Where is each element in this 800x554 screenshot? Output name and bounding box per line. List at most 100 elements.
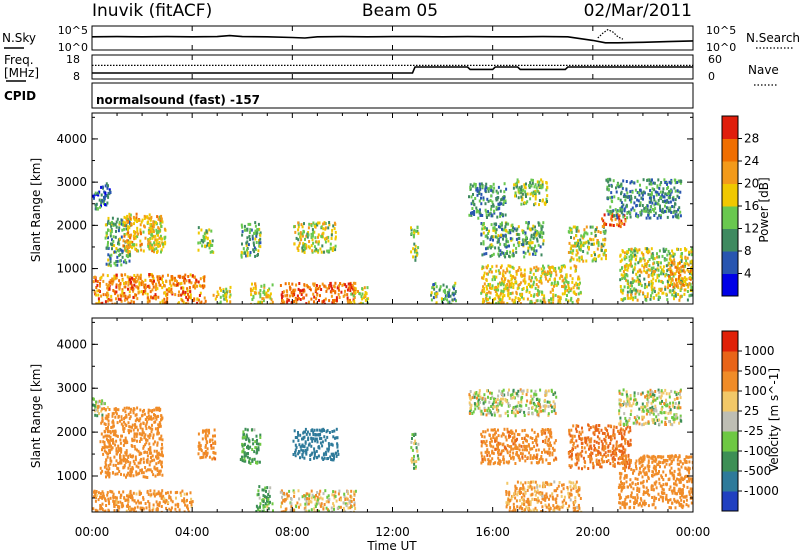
noise-left-tick-bottom: 10^0 bbox=[58, 41, 88, 54]
power-colorbar-swatch-3 bbox=[722, 206, 738, 229]
scatter-region-6 bbox=[292, 427, 340, 462]
velocity-scatter-layer bbox=[92, 388, 693, 512]
freq-left-tick-bottom: 8 bbox=[73, 70, 80, 83]
velocity-ytick-2: 2000 bbox=[56, 425, 87, 439]
power-ytick-0: 4000 bbox=[56, 132, 87, 146]
velocity-colorbar-tick-2: 100 bbox=[744, 384, 767, 398]
scatter-region-8 bbox=[249, 282, 274, 304]
velocity-panel-frame bbox=[91, 317, 694, 513]
freq-right-tick-bottom: 0 bbox=[708, 70, 715, 83]
scatter-region-12 bbox=[567, 423, 632, 471]
xaxis-tick-1: 04:00 bbox=[175, 525, 210, 539]
xaxis-tick-5: 20:00 bbox=[576, 525, 611, 539]
scatter-region-11 bbox=[505, 480, 583, 512]
scatter-region-3 bbox=[197, 428, 217, 461]
scatter-region-2 bbox=[92, 489, 194, 512]
power-colorbar-swatch-6 bbox=[722, 138, 738, 162]
scatter-region-5 bbox=[255, 485, 274, 512]
power-colorbar-label: Power [dB] bbox=[757, 177, 771, 242]
velocity-ytick-3: 1000 bbox=[56, 469, 87, 483]
scatter-region-6 bbox=[212, 285, 232, 304]
scatter-region-21 bbox=[619, 247, 693, 302]
velocity-colorbar-swatch-7 bbox=[722, 351, 738, 372]
freq-left-tick-top: 18 bbox=[66, 53, 80, 66]
velocity-colorbar-tick-5: -100 bbox=[744, 444, 771, 458]
velocity-colorbar-swatch-4 bbox=[722, 411, 738, 432]
power-colorbar-tick-4: 12 bbox=[744, 222, 759, 236]
velocity-ytick-1: 3000 bbox=[56, 381, 87, 395]
power-colorbar-tick-3: 16 bbox=[744, 199, 759, 213]
power-colorbar-swatch-5 bbox=[722, 161, 738, 184]
scatter-region-3 bbox=[147, 217, 167, 250]
power-colorbar-swatch-2 bbox=[722, 228, 738, 252]
power-ytick-1: 3000 bbox=[56, 175, 87, 189]
freq-panel: Freq. [MHz] 18 8 60 0 Nave bbox=[4, 53, 779, 86]
scatter-region-7 bbox=[240, 221, 262, 259]
scatter-region-18 bbox=[567, 225, 607, 263]
noise-series-0 bbox=[91, 34, 694, 44]
power-colorbar-tick-1: 24 bbox=[744, 154, 759, 168]
velocity-colorbar-tick-6: -500 bbox=[744, 464, 771, 478]
power-colorbar-swatch-4 bbox=[722, 183, 738, 207]
power-scatter-layer bbox=[92, 177, 693, 304]
velocity-ytick-0: 4000 bbox=[56, 337, 87, 351]
scatter-region-17 bbox=[480, 264, 582, 304]
freq-left-label: Freq. bbox=[4, 53, 34, 67]
freq-left-unit: [MHz] bbox=[4, 66, 39, 80]
noise-right-label: N.Search bbox=[746, 31, 800, 45]
scatter-region-9 bbox=[468, 388, 558, 418]
x-axis: 00:00 04:00 08:00 12:00 16:00 20:00 00:00 bbox=[75, 26, 711, 539]
noise-right-tick-bottom: 10^0 bbox=[706, 41, 736, 54]
velocity-colorbar-tick-0: 1000 bbox=[744, 344, 775, 358]
scatter-region-22 bbox=[668, 261, 693, 289]
scatter-region-16 bbox=[512, 178, 549, 207]
scatter-region-10 bbox=[480, 427, 558, 466]
velocity-colorbar-tick-7: -1000 bbox=[744, 484, 779, 498]
velocity-colorbar-swatch-8 bbox=[722, 331, 738, 352]
xaxis-tick-4: 16:00 bbox=[475, 525, 510, 539]
xaxis-tick-2: 08:00 bbox=[275, 525, 310, 539]
scatter-region-14 bbox=[468, 182, 508, 220]
scatter-region-19 bbox=[601, 212, 627, 229]
freq-right-tick-top: 60 bbox=[708, 53, 722, 66]
velocity-colorbar-swatch-3 bbox=[722, 431, 738, 452]
velocity-colorbar-swatch-0 bbox=[722, 491, 738, 512]
velocity-colorbar-swatch-1 bbox=[722, 471, 738, 492]
noise-panel: N.Sky 10^5 10^0 10^5 10^0 N.Search bbox=[2, 24, 800, 54]
power-colorbar-swatch-0 bbox=[722, 273, 738, 297]
scatter-region-7 bbox=[279, 489, 357, 512]
velocity-colorbar-tick-3: 25 bbox=[744, 404, 759, 418]
xaxis-tick-3: 12:00 bbox=[375, 525, 410, 539]
power-panel-frame bbox=[91, 112, 694, 305]
scatter-region-15 bbox=[480, 221, 545, 259]
velocity-colorbar-tick-4: -25 bbox=[744, 424, 764, 438]
velocity-colorbar-swatch-2 bbox=[722, 451, 738, 472]
power-colorbar-tick-5: 8 bbox=[744, 244, 752, 258]
freq-series-0 bbox=[92, 66, 693, 74]
power-colorbar-tick-6: 4 bbox=[744, 267, 752, 281]
scatter-region-5 bbox=[197, 226, 215, 254]
noise-series-1 bbox=[597, 28, 624, 40]
scatter-region-11 bbox=[350, 286, 370, 304]
cpid-panel-frame bbox=[91, 82, 694, 109]
scatter-region-0 bbox=[92, 397, 109, 418]
velocity-colorbar-swatch-6 bbox=[722, 371, 738, 392]
noise-left-label: N.Sky bbox=[2, 31, 36, 45]
velocity-panel: 4000 3000 2000 1000 Slant Range [km] 1000 50… bbox=[29, 317, 781, 513]
xaxis-label: Time UT bbox=[366, 539, 417, 553]
scatter-region-0 bbox=[92, 182, 112, 211]
power-ylabel: Slant Range [km] bbox=[29, 158, 43, 262]
velocity-colorbar-swatch-5 bbox=[722, 391, 738, 412]
scatter-region-13 bbox=[618, 388, 683, 427]
cpid-text: normalsound (fast) -157 bbox=[96, 93, 260, 107]
xaxis-tick-0: 00:00 bbox=[75, 525, 110, 539]
velocity-colorbar-label: Velocity [m s^-1] bbox=[767, 368, 781, 472]
scatter-region-9 bbox=[293, 221, 337, 254]
noise-left-tick-top: 10^5 bbox=[58, 24, 88, 37]
power-colorbar-swatch-7 bbox=[722, 116, 738, 139]
scatter-region-4 bbox=[92, 273, 207, 304]
scatter-region-13 bbox=[430, 281, 457, 304]
xaxis-tick-6: 00:00 bbox=[676, 525, 711, 539]
station-title: Inuvik (fitACF) bbox=[92, 1, 212, 21]
scatter-region-20 bbox=[605, 177, 683, 220]
